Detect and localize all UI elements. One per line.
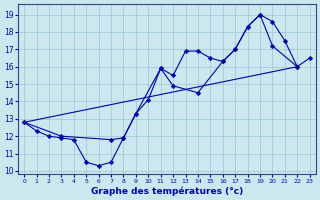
X-axis label: Graphe des températures (°c): Graphe des températures (°c) bbox=[91, 186, 243, 196]
